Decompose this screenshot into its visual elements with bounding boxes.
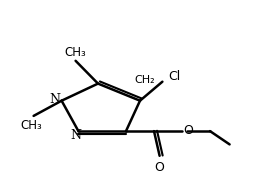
Text: CH₂: CH₂ <box>135 75 155 85</box>
Text: CH₃: CH₃ <box>20 119 42 132</box>
Text: O: O <box>183 124 193 137</box>
Text: CH₃: CH₃ <box>65 46 87 59</box>
Text: N: N <box>70 129 81 142</box>
Text: N: N <box>49 93 60 106</box>
Text: Cl: Cl <box>168 70 180 83</box>
Text: O: O <box>155 161 165 173</box>
